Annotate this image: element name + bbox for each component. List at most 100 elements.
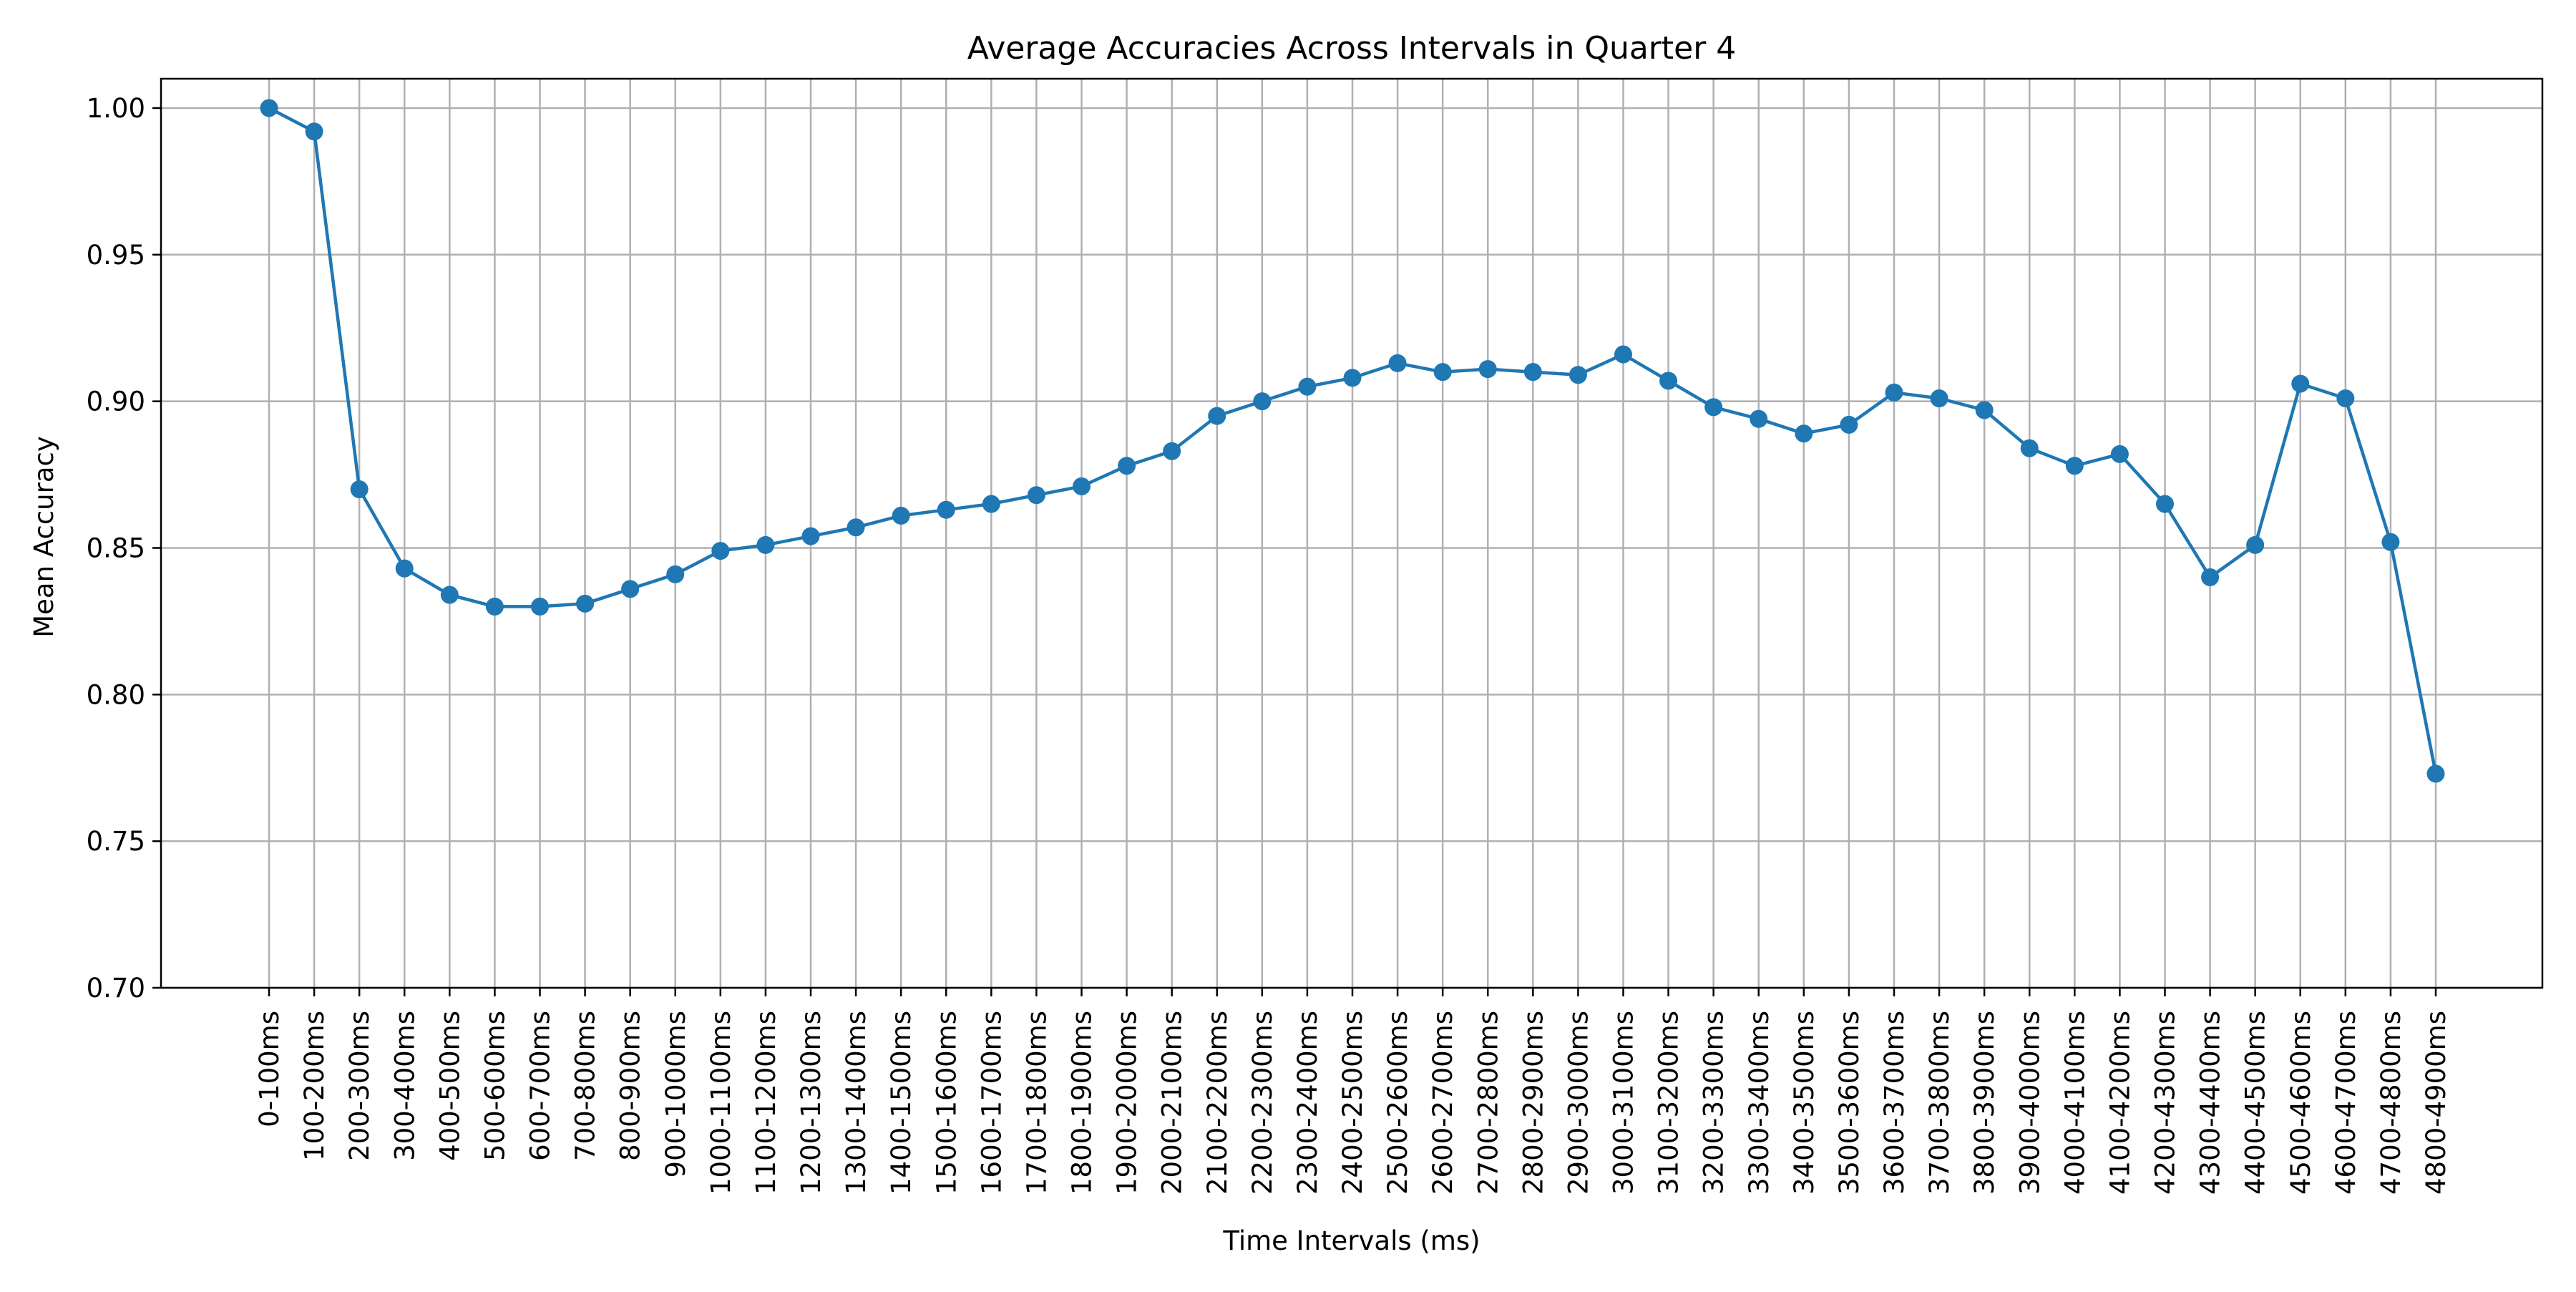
x-tick-label: 3100-3200ms <box>1654 1011 1684 1195</box>
data-point <box>1298 377 1317 396</box>
data-point <box>711 542 730 560</box>
data-point <box>621 580 640 598</box>
data-point <box>485 597 504 616</box>
data-point <box>2291 374 2310 393</box>
x-tick-label: 4700-4800ms <box>2376 1011 2406 1195</box>
data-point <box>1975 401 1994 419</box>
data-point <box>2336 389 2355 408</box>
x-tick-label: 100-200ms <box>299 1011 330 1161</box>
x-tick-label: 2200-2300ms <box>1247 1011 1278 1195</box>
x-tick-label: 2800-2900ms <box>1518 1011 1548 1195</box>
data-point <box>2426 764 2445 783</box>
data-point <box>982 495 1000 513</box>
chart-title: Average Accuracies Across Intervals in Q… <box>967 30 1737 67</box>
y-axis-ticks: 0.70 0.75 0.80 0.85 0.90 0.95 1.00 <box>87 93 161 1004</box>
data-point <box>350 480 369 499</box>
x-tick-label: 600-700ms <box>525 1011 556 1161</box>
x-tick-label: 4100-4200ms <box>2104 1011 2135 1195</box>
x-tick-label: 4600-4700ms <box>2331 1011 2361 1195</box>
data-point <box>1027 486 1045 505</box>
y-axis-label: Mean Accuracy <box>29 436 59 638</box>
x-tick-label: 3200-3300ms <box>1699 1011 1729 1195</box>
x-tick-label: 3000-3100ms <box>1609 1011 1639 1195</box>
data-point <box>1614 345 1632 364</box>
x-tick-label: 300-400ms <box>389 1011 420 1161</box>
x-tick-label: 4000-4100ms <box>2059 1011 2090 1195</box>
data-point <box>1253 392 1272 411</box>
data-point <box>1659 371 1678 390</box>
x-tick-label: 3600-3700ms <box>1879 1011 1910 1195</box>
x-tick-label: 2700-2800ms <box>1473 1011 1503 1195</box>
y-tick-label: 0.85 <box>87 533 145 563</box>
x-tick-label: 1100-1200ms <box>751 1011 781 1195</box>
data-point <box>440 586 459 604</box>
data-point <box>2065 457 2084 475</box>
plot-frame <box>160 77 2544 989</box>
x-tick-label: 2000-2100ms <box>1157 1011 1188 1195</box>
x-tick-label: 4200-4300ms <box>2150 1011 2181 1195</box>
data-point <box>1704 398 1723 417</box>
x-tick-label: 3300-3400ms <box>1744 1011 1775 1195</box>
x-tick-label: 500-600ms <box>479 1011 510 1161</box>
data-point <box>666 565 685 583</box>
series-layer <box>260 99 2445 783</box>
data-point <box>2110 445 2129 463</box>
x-tick-label: 1600-1700ms <box>976 1011 1007 1195</box>
data-point <box>756 535 775 554</box>
data-point <box>1433 363 1452 382</box>
x-axis-label: Time Intervals (ms) <box>1222 1225 1480 1256</box>
data-point <box>937 500 955 519</box>
data-point <box>1795 424 1813 443</box>
data-point <box>847 518 865 537</box>
y-tick-label: 1.00 <box>87 93 145 124</box>
x-tick-label: 3400-3500ms <box>1789 1011 1820 1195</box>
x-tick-label: 400-500ms <box>434 1011 465 1161</box>
x-tick-label: 1300-1400ms <box>841 1011 872 1195</box>
y-tick-label: 0.90 <box>87 387 145 417</box>
x-tick-label: 4300-4400ms <box>2195 1011 2226 1195</box>
x-tick-label: 2400-2500ms <box>1337 1011 1368 1195</box>
data-point <box>2246 535 2265 554</box>
x-tick-label: 1000-1100ms <box>706 1011 736 1195</box>
data-point <box>1840 415 1858 434</box>
data-point <box>801 527 820 545</box>
data-point <box>1388 354 1407 372</box>
data-point <box>531 597 549 616</box>
data-point <box>1163 442 1181 460</box>
x-tick-label: 2600-2700ms <box>1428 1011 1458 1195</box>
data-point <box>305 122 323 141</box>
data-point <box>260 99 278 117</box>
x-tick-label: 1500-1600ms <box>931 1011 962 1195</box>
x-tick-label: 3500-3600ms <box>1834 1011 1865 1195</box>
x-tick-label: 4500-4600ms <box>2285 1011 2316 1195</box>
x-tick-label: 4400-4500ms <box>2240 1011 2271 1195</box>
x-tick-label: 3900-4000ms <box>2014 1011 2045 1195</box>
data-point <box>2381 533 2400 551</box>
data-point <box>2020 439 2039 457</box>
x-tick-label: 2900-3000ms <box>1563 1011 1594 1195</box>
data-point <box>1208 407 1226 425</box>
data-point <box>892 506 910 525</box>
data-point <box>1118 457 1136 475</box>
data-point <box>1930 389 1948 408</box>
data-point <box>2201 568 2220 586</box>
x-tick-label: 3800-3900ms <box>1969 1011 2000 1195</box>
x-tick-label: 1800-1900ms <box>1067 1011 1098 1195</box>
x-tick-label: 200-300ms <box>344 1011 375 1161</box>
y-tick-label: 0.75 <box>87 826 145 857</box>
x-tick-label: 2500-2600ms <box>1382 1011 1413 1195</box>
x-axis-ticks: 0-100ms 100-200ms 200-300ms 300-400ms 400-50… <box>254 988 2451 1195</box>
y-tick-label: 0.70 <box>87 973 145 1004</box>
data-point <box>395 559 414 578</box>
data-point <box>2156 495 2174 513</box>
grid-lines <box>161 79 2542 989</box>
data-point <box>1478 360 1497 379</box>
x-tick-label: 3700-3800ms <box>1924 1011 1955 1195</box>
x-tick-label: 1200-1300ms <box>796 1011 826 1195</box>
x-tick-label: 2100-2200ms <box>1202 1011 1233 1195</box>
x-tick-label: 0-100ms <box>254 1011 285 1127</box>
data-point <box>576 594 595 613</box>
